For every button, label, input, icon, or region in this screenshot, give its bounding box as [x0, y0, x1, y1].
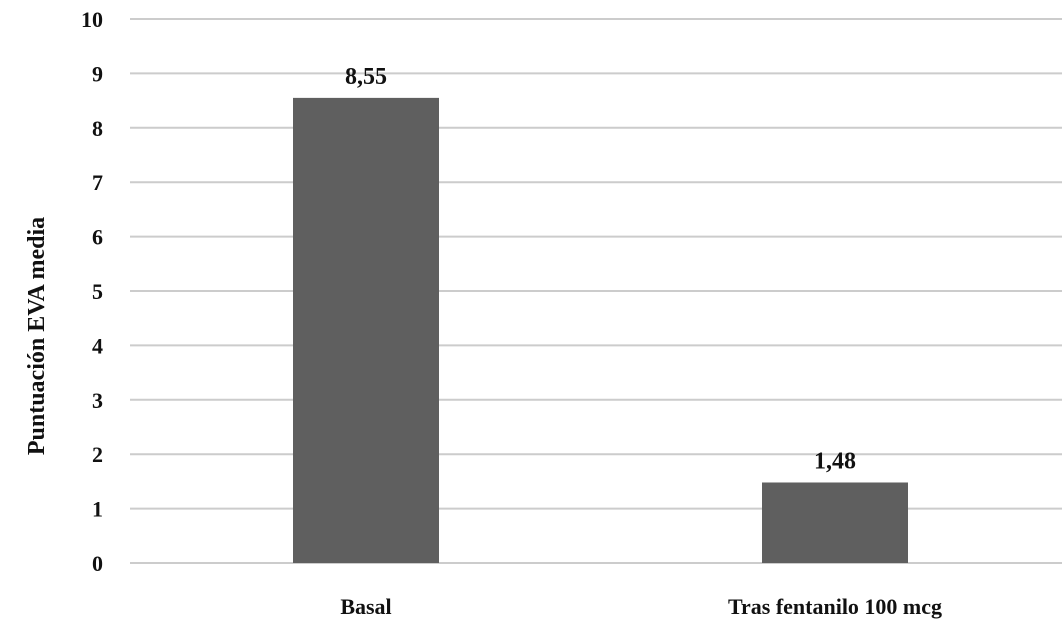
gridlines [130, 18, 1062, 564]
y-tick-label: 9 [92, 61, 103, 86]
y-tick-label: 1 [92, 497, 103, 522]
bar [293, 97, 439, 563]
y-tick-label: 2 [92, 442, 103, 467]
category-labels: Basal Tras fentanilo 100 mcg [340, 594, 942, 619]
data-label: 1,48 [814, 448, 856, 474]
y-tick-label: 4 [92, 333, 103, 358]
y-tick-label: 3 [92, 388, 103, 413]
y-axis-ticks: 0 1 2 3 4 5 6 7 8 9 10 [81, 7, 103, 576]
y-axis-title: Puntuación EVA media [24, 217, 50, 455]
y-tick-label: 8 [92, 116, 103, 141]
y-tick-label: 7 [92, 170, 103, 195]
bars [293, 97, 908, 563]
category-label: Basal [340, 594, 391, 619]
y-tick-label: 6 [92, 225, 103, 250]
data-label: 8,55 [345, 64, 387, 90]
y-tick-label: 5 [92, 279, 103, 304]
bar [762, 482, 908, 563]
data-labels: 8,55 1,48 [345, 64, 856, 475]
category-label: Tras fentanilo 100 mcg [728, 594, 942, 619]
y-tick-label: 10 [81, 7, 103, 32]
y-tick-label: 0 [92, 551, 103, 576]
